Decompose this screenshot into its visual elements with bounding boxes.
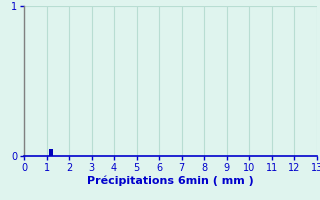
Bar <box>49 148 53 156</box>
X-axis label: Précipitations 6min ( mm ): Précipitations 6min ( mm ) <box>87 176 254 186</box>
